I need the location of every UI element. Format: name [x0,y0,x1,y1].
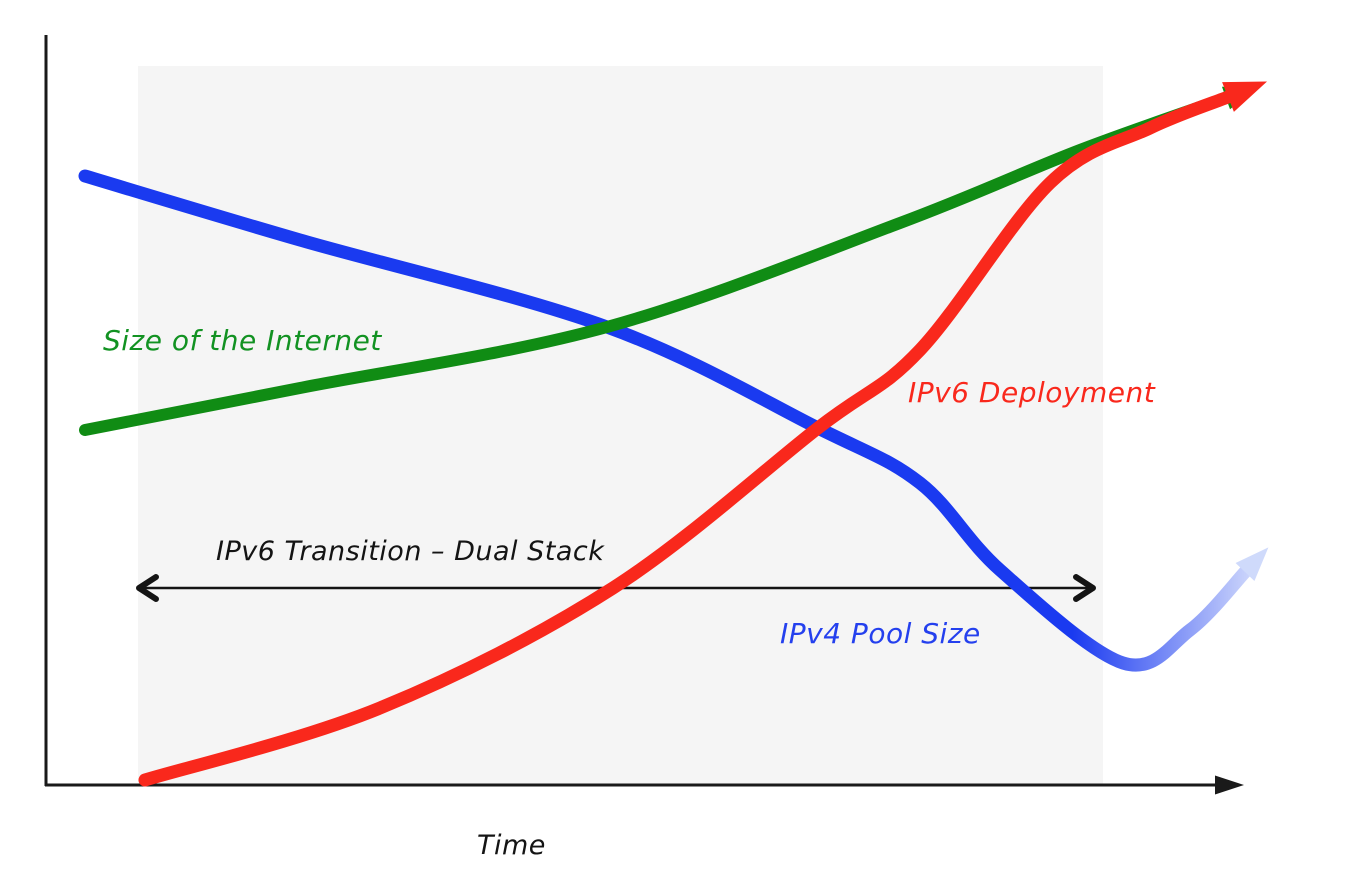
ipv6-arrowhead [1222,81,1268,112]
ipv6-curve [138,90,1235,787]
ipv6-deployment-series [138,81,1268,787]
internet-curve [79,92,1232,436]
span-left-arrowhead [136,574,159,602]
axes-layer [44,35,1244,795]
ipv4-arrowhead [1235,547,1269,581]
span-right-arrowhead [1073,574,1096,602]
transition-shaded-region [138,66,1103,784]
x-axis-arrowhead [1215,775,1244,795]
ipv4-curve [78,169,1252,672]
shaded-region-layer [138,66,1103,784]
ipv4-pool-size-series [78,169,1269,672]
